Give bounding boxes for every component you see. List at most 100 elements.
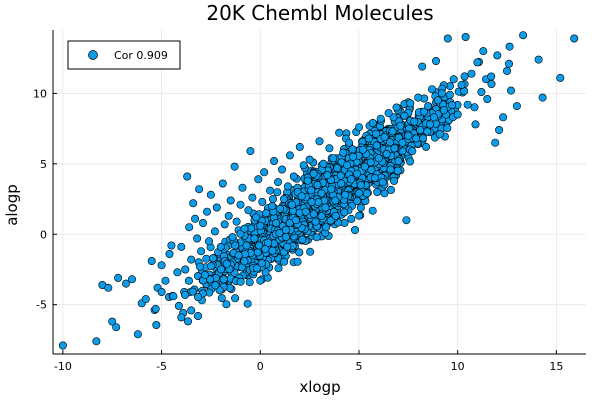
data-point [414, 93, 423, 102]
data-point [495, 126, 504, 135]
data-point [299, 161, 308, 170]
data-point [273, 188, 282, 197]
data-point [114, 273, 123, 282]
data-point [463, 100, 472, 109]
y-tick-label: 0 [40, 228, 47, 241]
data-point [388, 127, 397, 136]
data-point [534, 55, 543, 64]
data-point [260, 168, 269, 177]
data-point [505, 42, 514, 51]
data-point [311, 217, 320, 226]
data-point [306, 247, 315, 256]
data-point [152, 320, 161, 329]
data-point [303, 176, 312, 185]
data-point [317, 189, 326, 198]
data-point [453, 110, 462, 119]
data-point [184, 317, 193, 326]
data-point [348, 145, 357, 154]
data-point [305, 155, 314, 164]
data-point [256, 221, 265, 230]
x-tick-label: 15 [549, 360, 563, 373]
data-point [283, 182, 292, 191]
data-point [222, 259, 231, 268]
data-point [340, 208, 349, 217]
data-point [392, 103, 401, 112]
data-point [208, 254, 217, 263]
data-point [217, 294, 226, 303]
data-point [447, 101, 456, 110]
data-point [270, 157, 279, 166]
chart-title: 20K Chembl Molecules [206, 1, 433, 25]
x-tick-label: 0 [257, 360, 264, 373]
data-point [177, 313, 186, 322]
data-point [307, 197, 316, 206]
data-point [167, 241, 176, 250]
data-point [471, 120, 480, 129]
data-point [199, 219, 208, 228]
data-point [479, 47, 488, 56]
data-point [506, 86, 515, 95]
data-point [133, 330, 142, 339]
data-point [404, 131, 413, 140]
axes [52, 30, 586, 355]
data-point [274, 264, 283, 273]
data-point [201, 271, 210, 280]
data-point [297, 192, 306, 201]
data-point [151, 304, 160, 313]
data-point [268, 195, 277, 204]
y-tick-label: 10 [33, 87, 47, 100]
data-point [222, 300, 231, 309]
data-point [374, 154, 383, 163]
data-point [245, 278, 254, 287]
data-point [254, 175, 263, 184]
data-point [197, 247, 206, 256]
data-point [356, 203, 365, 212]
data-point [368, 206, 377, 215]
data-point [202, 254, 211, 263]
data-point [358, 145, 367, 154]
data-point [250, 234, 259, 243]
data-point [248, 193, 257, 202]
y-tick-label: -5 [36, 299, 47, 312]
data-point [406, 99, 415, 108]
data-point [429, 113, 438, 122]
data-point [268, 202, 277, 211]
data-point [314, 198, 323, 207]
data-point [424, 102, 433, 111]
data-point [538, 93, 547, 102]
data-point [157, 261, 166, 270]
data-point [238, 183, 247, 192]
data-point [205, 288, 214, 297]
data-point [443, 34, 452, 43]
data-point [315, 137, 324, 146]
data-point [289, 172, 298, 181]
data-point [386, 165, 395, 174]
data-point [165, 250, 174, 259]
data-point [240, 257, 249, 266]
data-point [418, 62, 427, 71]
data-point [210, 227, 219, 236]
data-point [291, 216, 300, 225]
data-point [187, 255, 196, 264]
data-point [373, 188, 382, 197]
data-point [307, 186, 316, 195]
data-point [493, 51, 502, 60]
data-point [279, 195, 288, 204]
data-point [425, 120, 434, 129]
data-point [193, 234, 202, 243]
data-point [439, 106, 448, 115]
data-point [231, 294, 240, 303]
data-point [247, 224, 256, 233]
legend: Cor 0.909 [67, 40, 181, 70]
data-point [431, 56, 440, 65]
data-point [400, 111, 409, 120]
data-point [372, 129, 381, 138]
data-point [257, 259, 266, 268]
data-point [326, 216, 335, 225]
data-point [188, 287, 197, 296]
data-point [473, 58, 482, 67]
data-point [487, 72, 496, 81]
y-axis-label: alogp [3, 184, 21, 226]
data-point [323, 171, 332, 180]
